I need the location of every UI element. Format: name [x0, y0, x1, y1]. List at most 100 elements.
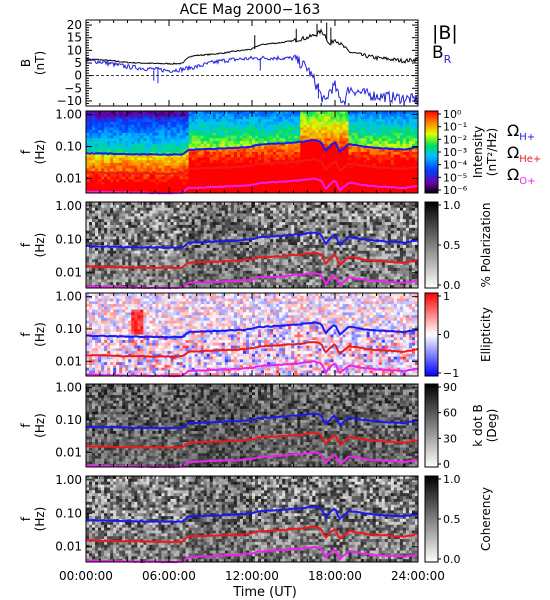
spectrogram-cell [381, 190, 386, 194]
spectrogram-cell [161, 224, 165, 229]
spectrogram-cell [309, 141, 313, 145]
spectrogram-cell [282, 124, 286, 128]
spectrogram-cell [390, 160, 395, 164]
spectrogram-cell [209, 236, 214, 240]
spectrogram-cell [303, 113, 307, 117]
spectrogram-cell [104, 262, 108, 266]
spectrogram-cell [345, 154, 349, 158]
spectrogram-cell [309, 152, 313, 156]
spectrogram-cell [134, 216, 138, 220]
spectrogram-cell [155, 127, 159, 131]
spectrogram-cell [110, 256, 114, 260]
spectrogram-cell [89, 253, 93, 257]
spectrogram-cell [101, 282, 105, 286]
spectrogram-cell [116, 143, 120, 147]
spectrogram-cell [387, 113, 392, 117]
spectrogram-cell [381, 113, 386, 117]
spectrogram-cell [381, 173, 386, 177]
spectrogram-cell [140, 270, 144, 275]
spectrogram-cell [161, 190, 165, 194]
spectrogram-cell [188, 184, 193, 188]
spectrogram-cell [288, 127, 292, 131]
spectrogram-cell [390, 143, 395, 147]
spectrogram-cell [101, 273, 105, 277]
spectrogram-cell [119, 179, 123, 183]
spectrogram-cell [188, 247, 193, 252]
spectrogram-cell [86, 146, 90, 150]
spectrogram-cell [146, 273, 150, 277]
spectrogram-cell [200, 213, 205, 217]
spectrogram-cell [381, 168, 386, 172]
spectrogram-cell [230, 173, 235, 177]
spectrogram-cell [146, 176, 150, 180]
spectrogram-cell [384, 111, 389, 115]
spectrogram-cell [176, 279, 180, 283]
spectrogram-cell [86, 124, 90, 128]
spectrogram-cell [203, 143, 208, 147]
spectrogram-cell [408, 116, 413, 120]
spectrogram-cell [342, 130, 346, 134]
spectrogram-cell [378, 124, 383, 128]
spectrogram-cell [402, 113, 407, 117]
spectrogram-cell [164, 207, 168, 211]
spectrogram-cell [107, 239, 111, 243]
spectrogram-cell [279, 176, 283, 180]
spectrogram-cell [188, 256, 193, 260]
spectrogram-cell [372, 157, 377, 161]
spectrogram-cell [297, 113, 301, 117]
spectrogram-cell [104, 149, 108, 153]
spectrogram-cell [255, 135, 259, 139]
spectrogram-cell [125, 116, 129, 120]
spectrogram-cell [95, 179, 99, 183]
spectrogram-cell [128, 143, 132, 147]
spectrogram-cell [206, 222, 211, 226]
spectrogram-cell [170, 157, 174, 161]
spectrogram-cell [155, 124, 159, 128]
spectrogram-cell [282, 157, 286, 161]
spectrogram-cell [107, 219, 111, 223]
spectrogram-cell [110, 239, 114, 243]
spectrogram-cell [221, 124, 226, 128]
spectrogram-cell [173, 168, 177, 172]
spectrogram-cell [285, 111, 289, 115]
spectrogram-cell [170, 141, 174, 145]
spectrogram-cell [345, 171, 349, 175]
spectrogram-cell [399, 176, 404, 180]
spectrogram-cell [104, 270, 108, 275]
spectrogram-cell [179, 222, 183, 226]
spectrogram-cell [221, 222, 226, 226]
spectrogram-cell [125, 253, 129, 257]
spectrogram-cell [104, 250, 108, 254]
spectrogram-cell [396, 132, 401, 136]
spectrogram-cell [212, 250, 217, 254]
spectrogram-cell [206, 256, 211, 260]
spectrogram-cell [140, 256, 144, 260]
spectrogram-cell [89, 276, 93, 280]
spectrogram-cell [297, 182, 301, 186]
spectrogram-cell [107, 132, 111, 136]
spectrogram-cell [98, 267, 102, 272]
spectrogram-cell [191, 173, 196, 177]
spectrogram-cell [176, 132, 180, 136]
spectrogram-cell [116, 187, 120, 191]
spectrogram-cell [242, 162, 247, 167]
spectrogram-cell [140, 113, 144, 117]
spectrogram-cell [95, 259, 99, 263]
spectrogram-cell [188, 146, 193, 150]
spectrogram-cell [191, 256, 196, 260]
spectrogram-cell [86, 113, 90, 117]
spectrogram-cell [179, 154, 183, 158]
spectrogram-cell [119, 143, 123, 147]
spectrogram-cell [252, 127, 256, 131]
spectrogram-cell [333, 149, 337, 153]
spectrogram-cell [143, 207, 147, 211]
spectrogram-cell [333, 130, 337, 134]
spectrogram-cell [92, 179, 96, 183]
spectrogram-cell [92, 213, 96, 217]
spectrogram-cell [86, 219, 90, 223]
spectrogram-cell [206, 204, 211, 209]
spectrogram-cell [128, 270, 132, 275]
spectrogram-cell [218, 233, 223, 237]
spectrogram-cell [143, 222, 147, 226]
spectrogram-cell [92, 236, 96, 240]
